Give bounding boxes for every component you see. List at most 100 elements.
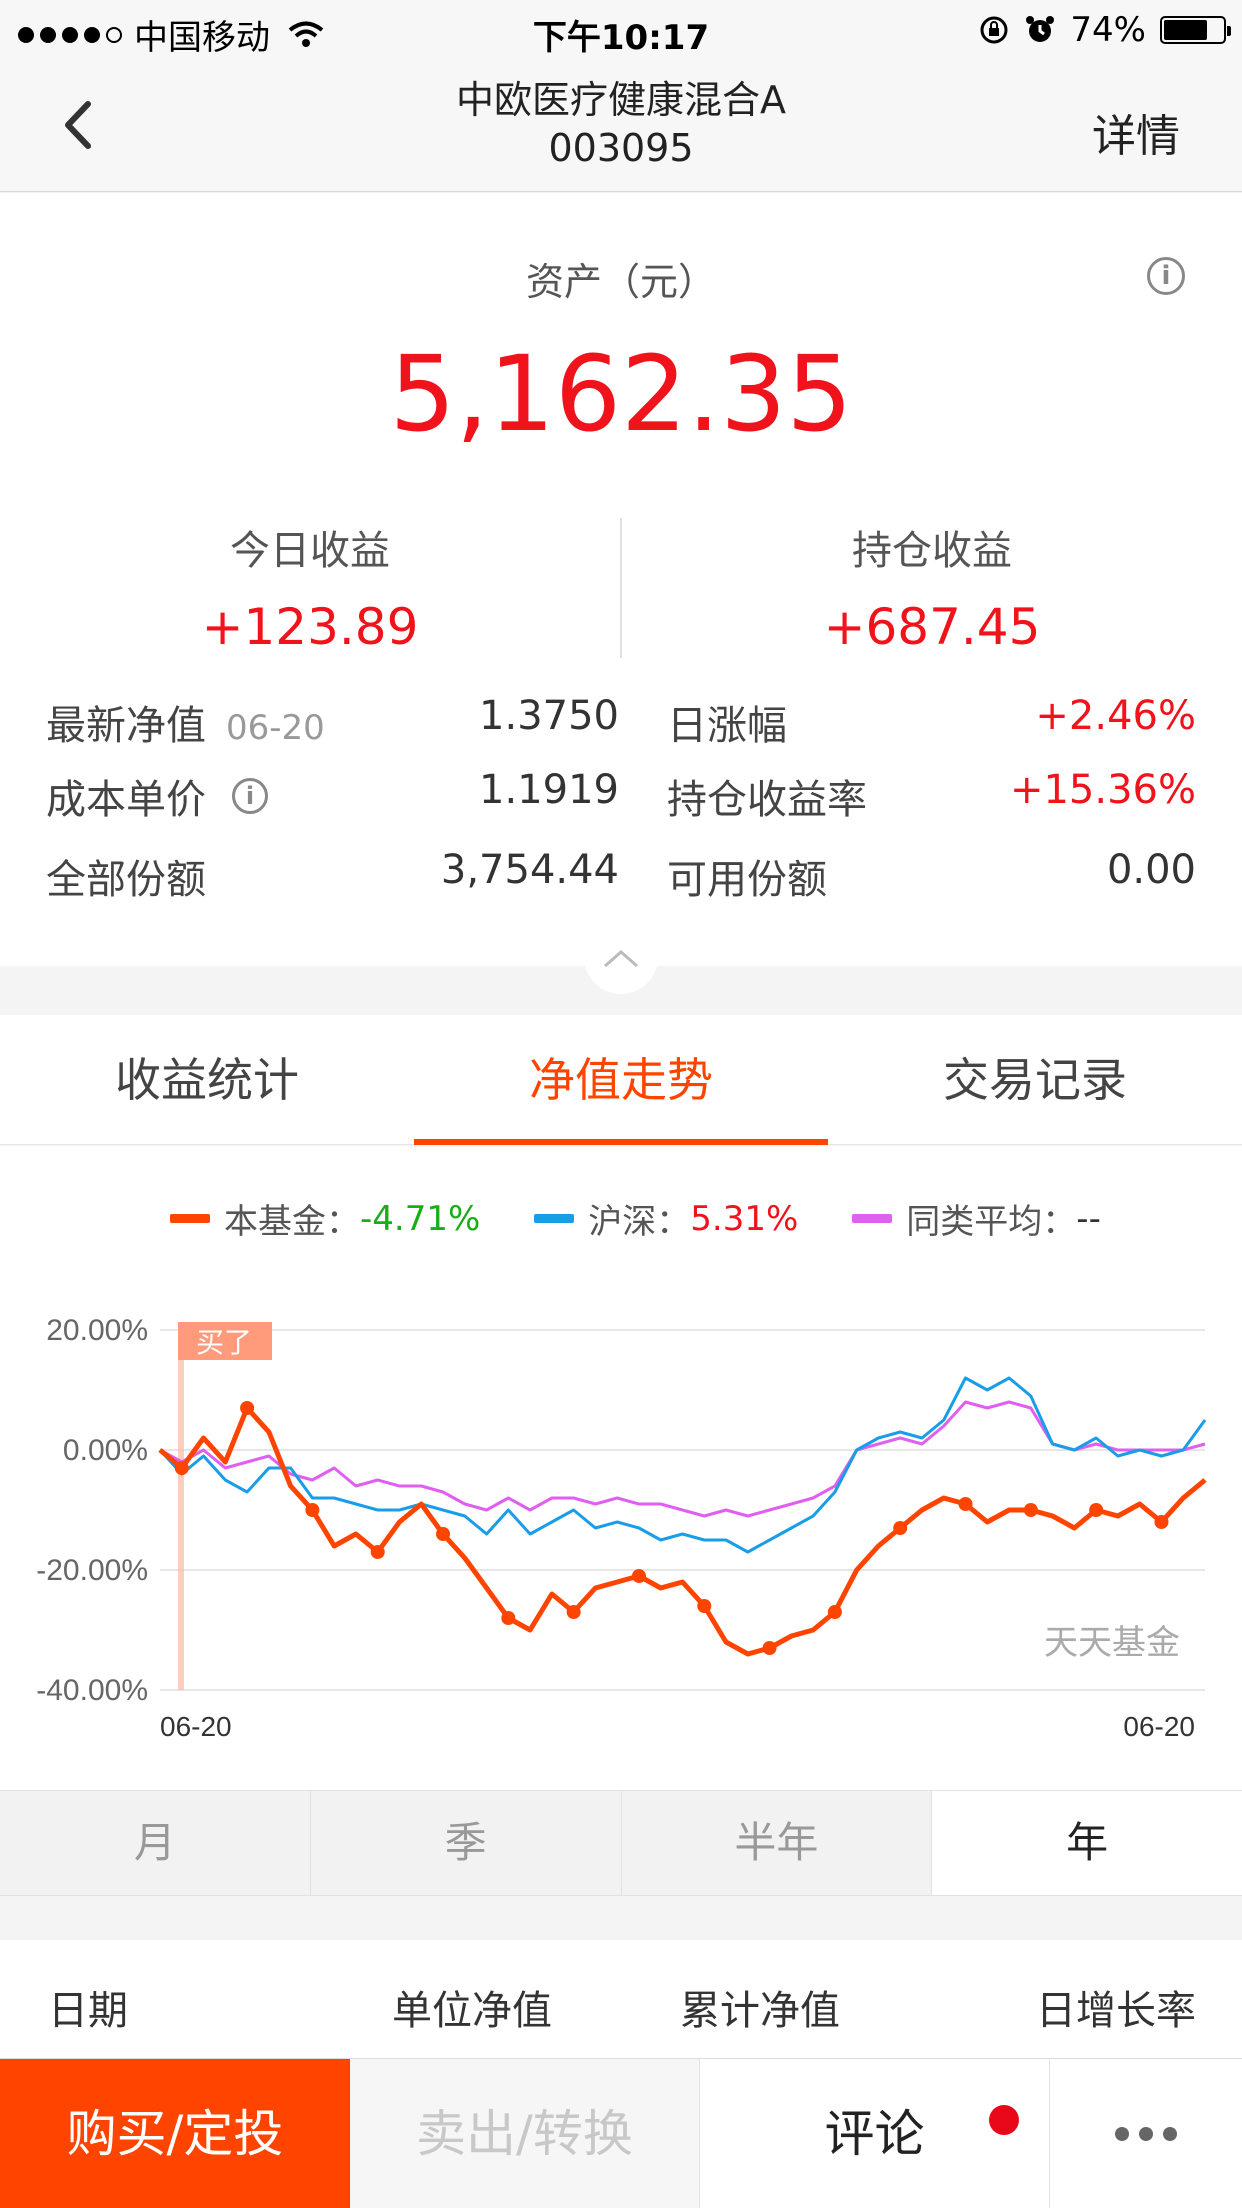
status-left: 中国移动 (18, 10, 326, 59)
holding-earnings-label: 持仓收益 (852, 528, 1012, 574)
legend-fund: 本基金： -4.71% (170, 1194, 480, 1243)
data-point (305, 1503, 320, 1517)
legend-fund-name: 本基金： (224, 1202, 360, 1242)
battery-percent: 74% (1070, 10, 1146, 50)
legend-hs-name: 沪深： (588, 1202, 691, 1242)
asset-label: 资产（元） (525, 260, 716, 304)
legend-peer-name: 同类平均： (906, 1202, 1077, 1242)
status-time: 下午10:17 (532, 18, 710, 58)
battery-icon (1160, 16, 1231, 44)
carrier-name: 中国移动 (134, 18, 270, 58)
today-earnings-label: 今日收益 (230, 528, 390, 574)
legend-peer-swatch (852, 1214, 893, 1223)
holding-earnings-value: +687.45 (823, 598, 1041, 656)
period-month[interactable]: 月 (0, 1791, 311, 1895)
cost-price-value: 1.1919 (479, 767, 619, 813)
comment-button[interactable]: 评论 (700, 2059, 1050, 2208)
data-point (762, 1641, 777, 1655)
legend-peer: 同类平均： -- (852, 1194, 1101, 1243)
data-point (631, 1569, 646, 1583)
y-tick-label: 20.00% (46, 1314, 148, 1347)
legend-peer-value: -- (1076, 1198, 1101, 1239)
fund-name: 中欧医疗健康混合A (456, 78, 786, 122)
comment-label: 评论 (824, 2105, 925, 2163)
chart-legend: 本基金： -4.71% 沪深： 5.31% 同类平均： -- (170, 1194, 1101, 1243)
data-point (174, 1461, 189, 1475)
nav-table-header: 日期 单位净值 累计净值 日增长率 (0, 1940, 1242, 2058)
signal-strength-icon (18, 26, 122, 43)
nav-trend-chart: 本基金： -4.71% 沪深： 5.31% 同类平均： -- 20.00% 0.0… (0, 1146, 1242, 1790)
period-half-year[interactable]: 半年 (622, 1791, 933, 1895)
divider (620, 518, 622, 658)
data-point (501, 1611, 516, 1625)
data-point (240, 1401, 255, 1415)
buy-marker-badge (178, 1322, 272, 1360)
info-icon[interactable]: i (1147, 257, 1185, 295)
data-point (436, 1527, 451, 1541)
navigation-bar: 中欧医疗健康混合A 003095 详情 (0, 60, 1242, 192)
chart-watermark: 天天基金 (1044, 1623, 1180, 1663)
buy-button[interactable]: 购买/定投 (0, 2059, 350, 2208)
series-line-2 (159, 1400, 1206, 1518)
legend-hs-value: 5.31% (690, 1198, 799, 1239)
tab-earnings-stats[interactable]: 收益统计 (115, 1053, 299, 1107)
today-earnings-value: +123.89 (201, 598, 419, 656)
more-icon (1050, 2059, 1242, 2208)
legend-hs-swatch (534, 1214, 575, 1223)
x-tick-label: 06-20 (160, 1711, 232, 1742)
bottom-action-bar: 购买/定投 卖出/转换 评论 (0, 2058, 1242, 2208)
period-selector: 月 季 半年 年 (0, 1790, 1242, 1896)
wifi-icon (288, 21, 324, 47)
col-daily-growth: 日增长率 (1036, 1988, 1196, 2034)
legend-hs: 沪深： 5.31% (534, 1194, 798, 1243)
tab-transactions[interactable]: 交易记录 (943, 1053, 1127, 1107)
data-point (697, 1599, 712, 1613)
x-tick-label: 06-20 (1123, 1711, 1195, 1742)
cost-price-label: 成本单价 i (46, 767, 268, 825)
period-year[interactable]: 年 (932, 1791, 1242, 1895)
data-point (958, 1497, 973, 1511)
page-title: 中欧医疗健康混合A 003095 (0, 76, 1242, 172)
buy-marker-label: 买了 (196, 1326, 252, 1359)
series-line-0 (158, 1405, 1207, 1657)
data-point (1089, 1503, 1104, 1517)
col-unit-nav: 单位净值 (392, 1988, 552, 2034)
period-quarter[interactable]: 季 (311, 1791, 622, 1895)
cost-info-icon[interactable]: i (232, 778, 268, 814)
tab-nav-trend[interactable]: 净值走势 (414, 1015, 828, 1145)
daily-change-label: 日涨幅 (667, 703, 787, 749)
daily-change-value: +2.46% (1035, 693, 1196, 739)
data-point (893, 1521, 908, 1535)
fund-code: 003095 (548, 126, 694, 170)
total-shares-value: 3,754.44 (440, 847, 619, 893)
latest-nav-date: 06-20 (226, 708, 325, 748)
data-point (1023, 1503, 1038, 1517)
data-point (1154, 1515, 1169, 1529)
data-point (827, 1605, 842, 1619)
sell-button[interactable]: 卖出/转换 (350, 2059, 700, 2208)
y-tick-label: -40.00% (36, 1674, 148, 1707)
data-point (370, 1545, 385, 1559)
status-bar: 中国移动 下午10:17 74% (0, 0, 1242, 60)
asset-card: 资产（元） i 5,162.35 今日收益 +123.89 持仓收益 +687.… (0, 193, 1242, 966)
more-button[interactable] (1050, 2059, 1242, 2208)
detail-button[interactable]: 详情 (1092, 111, 1180, 162)
status-right: 74% (978, 10, 1231, 50)
latest-nav-value: 1.3750 (479, 693, 619, 739)
legend-fund-value: -4.71% (360, 1198, 481, 1239)
collapse-button[interactable] (584, 940, 658, 994)
buy-marker-line (178, 1324, 184, 1690)
legend-fund-swatch (170, 1214, 210, 1223)
content-tabs: 收益统计 净值走势 交易记录 (0, 1015, 1242, 1145)
alarm-icon (1026, 16, 1055, 42)
y-tick-label: -20.00% (36, 1554, 148, 1587)
total-shares-label: 全部份额 (46, 857, 206, 903)
holding-rate-value: +15.36% (1009, 767, 1196, 813)
available-shares-label: 可用份额 (667, 857, 827, 903)
series-line-1 (158, 1376, 1207, 1554)
holding-rate-label: 持仓收益率 (667, 777, 867, 823)
back-icon[interactable] (50, 92, 110, 158)
y-tick-label: 0.00% (63, 1434, 148, 1467)
chevron-up-icon (604, 950, 638, 968)
